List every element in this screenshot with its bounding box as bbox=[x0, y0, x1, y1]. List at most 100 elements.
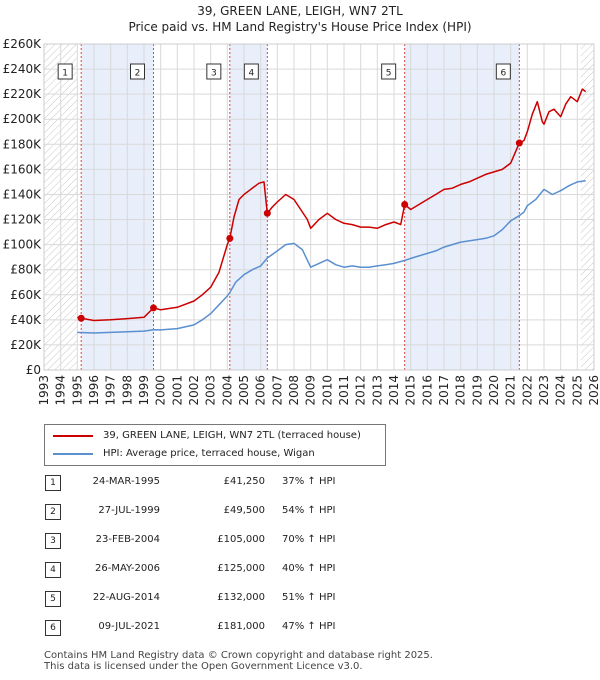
sale-number-badge: 2 bbox=[45, 504, 61, 520]
sale-label-box bbox=[495, 63, 511, 80]
table-row: 1 24-MAR-1995 £41,250 37% ↑ HPI bbox=[0, 473, 600, 493]
x-tick-label: 2014 bbox=[387, 375, 401, 406]
sale-date: 26-MAY-2006 bbox=[94, 563, 160, 574]
legend-item-property: 39, GREEN LANE, LEIGH, WN7 2TL (terraced… bbox=[45, 428, 375, 444]
legend: 39, GREEN LANE, LEIGH, WN7 2TL (terraced… bbox=[44, 424, 386, 466]
x-tick-label: 2007 bbox=[270, 375, 284, 406]
sale-label: 5 bbox=[386, 69, 392, 79]
x-tick-label: 2026 bbox=[587, 375, 600, 406]
sale-number-badge: 4 bbox=[45, 562, 61, 578]
x-tick-label: 2000 bbox=[154, 375, 168, 406]
sale-number-badge: 5 bbox=[45, 591, 61, 607]
sale-price: £49,500 bbox=[223, 505, 265, 516]
x-tick-label: 1997 bbox=[104, 375, 118, 406]
sale-price: £125,000 bbox=[217, 563, 265, 574]
sale-hpi-change: 40% ↑ HPI bbox=[282, 563, 336, 574]
sale-hpi-change: 51% ↑ HPI bbox=[282, 592, 336, 603]
x-tick-label: 2015 bbox=[404, 375, 418, 406]
ownership-period-band bbox=[404, 44, 520, 370]
legend-swatch-hpi bbox=[53, 453, 93, 455]
sale-point bbox=[77, 314, 85, 322]
x-tick-label: 1996 bbox=[87, 375, 101, 406]
x-tick-label: 2002 bbox=[187, 375, 201, 406]
sale-date: 24-MAR-1995 bbox=[92, 476, 160, 487]
sale-point bbox=[401, 200, 409, 208]
x-tick-label: 2006 bbox=[254, 375, 268, 406]
x-tick-label: 2025 bbox=[570, 375, 584, 406]
sale-date: 27-JUL-1999 bbox=[98, 505, 160, 516]
y-tick-label: £140K bbox=[3, 187, 43, 201]
y-tick-label: £220K bbox=[3, 87, 43, 101]
x-tick-label: 1999 bbox=[137, 375, 151, 406]
sale-label-box bbox=[130, 63, 145, 80]
footer-licence: This data is licensed under the Open Gov… bbox=[44, 661, 363, 672]
legend-swatch-property bbox=[53, 435, 93, 437]
sale-date: 22-AUG-2014 bbox=[92, 592, 160, 603]
legend-item-hpi: HPI: Average price, terraced house, Wiga… bbox=[45, 446, 375, 462]
x-tick-label: 2001 bbox=[170, 375, 184, 406]
ownership-period-band bbox=[229, 44, 268, 370]
ownership-period-band bbox=[81, 44, 154, 370]
sale-hpi-change: 37% ↑ HPI bbox=[282, 476, 336, 487]
sale-label: 3 bbox=[211, 69, 217, 79]
plot-frame bbox=[43, 43, 595, 371]
sale-label-box bbox=[381, 63, 397, 80]
x-tick-label: 2018 bbox=[454, 375, 468, 406]
table-row: 5 22-AUG-2014 £132,000 51% ↑ HPI bbox=[0, 589, 600, 609]
x-tick-label: 2012 bbox=[354, 375, 368, 406]
y-tick-label: £180K bbox=[3, 137, 43, 151]
y-tick-label: £200K bbox=[3, 112, 43, 126]
y-tick-label: £60K bbox=[10, 288, 42, 302]
sale-point bbox=[150, 304, 157, 312]
hpi-line bbox=[77, 179, 586, 334]
sale-hpi-change: 47% ↑ HPI bbox=[282, 621, 336, 632]
sale-date: 09-JUL-2021 bbox=[98, 621, 160, 632]
y-tick-label: £120K bbox=[3, 213, 43, 227]
sale-hpi-change: 54% ↑ HPI bbox=[282, 505, 336, 516]
sale-label-box bbox=[57, 63, 73, 80]
price-chart: 1 2 3 4 5 6 £0 £20K £40K £60K £80K £100K £120K £140K… bbox=[3, 37, 600, 406]
sale-point bbox=[226, 234, 234, 242]
y-tick-label: £160K bbox=[3, 162, 43, 176]
property-price-line bbox=[77, 88, 587, 322]
sale-label: 1 bbox=[62, 69, 68, 79]
x-tick-label: 2021 bbox=[504, 375, 518, 406]
x-tick-label: 2020 bbox=[487, 375, 501, 406]
x-tick-label: 2016 bbox=[420, 375, 434, 406]
sale-label: 2 bbox=[135, 69, 141, 79]
x-tick-label: 2003 bbox=[204, 375, 218, 406]
sale-price: £105,000 bbox=[217, 534, 265, 545]
y-tick-label: £40K bbox=[10, 313, 42, 327]
y-tick-label: £20K bbox=[10, 338, 42, 352]
sale-price: £132,000 bbox=[217, 592, 265, 603]
table-row: 2 27-JUL-1999 £49,500 54% ↑ HPI bbox=[0, 502, 600, 522]
sale-number-badge: 1 bbox=[45, 475, 61, 491]
sale-hpi-change: 70% ↑ HPI bbox=[282, 534, 336, 545]
sale-label: 6 bbox=[500, 69, 506, 79]
sale-label: 4 bbox=[248, 69, 254, 79]
table-row: 6 09-JUL-2021 £181,000 47% ↑ HPI bbox=[0, 618, 600, 638]
sale-point bbox=[515, 139, 523, 147]
x-tick-label: 2019 bbox=[470, 375, 484, 406]
table-row: 4 26-MAY-2006 £125,000 40% ↑ HPI bbox=[0, 560, 600, 580]
y-tick-label: £240K bbox=[3, 62, 43, 76]
x-tick-label: 1993 bbox=[37, 375, 51, 406]
x-tick-label: 2004 bbox=[220, 375, 234, 406]
x-tick-label: 2022 bbox=[520, 375, 534, 406]
y-tick-label: £100K bbox=[3, 238, 43, 252]
x-tick-label: 2008 bbox=[287, 375, 301, 406]
legend-label-property: 39, GREEN LANE, LEIGH, WN7 2TL (terraced… bbox=[103, 430, 361, 441]
x-tick-label: 2017 bbox=[437, 375, 451, 406]
x-tick-label: 2005 bbox=[237, 375, 251, 406]
y-tick-label: £80K bbox=[10, 263, 42, 277]
footer: Contains HM Land Registry data © Crown c… bbox=[44, 650, 433, 672]
x-tick-label: 2024 bbox=[554, 375, 568, 406]
sale-point bbox=[263, 209, 271, 217]
x-tick-label: 1998 bbox=[120, 375, 134, 406]
x-tick-label: 2009 bbox=[304, 375, 318, 406]
x-tick-label: 2013 bbox=[370, 375, 384, 406]
x-tick-label: 1995 bbox=[70, 375, 84, 406]
y-tick-label: £260K bbox=[3, 37, 43, 51]
sale-date: 23-FEB-2004 bbox=[95, 534, 160, 545]
hatched-region-after bbox=[580, 44, 594, 370]
